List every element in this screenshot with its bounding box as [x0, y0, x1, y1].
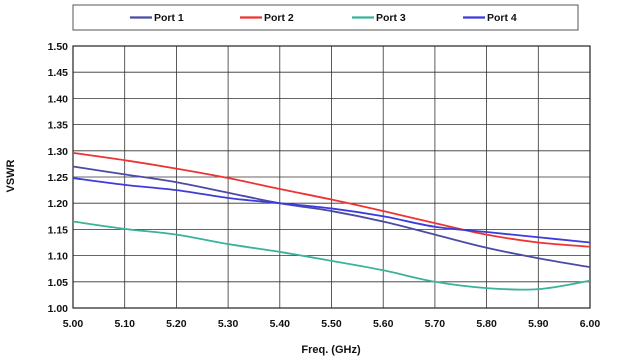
y-tick-labels: 1.00 1.05 1.10 1.15 1.20 1.25 1.30 1.35 1.40 1.45… [48, 41, 69, 315]
series-lines [72, 152, 591, 291]
x-tick-label: 5.30 [218, 318, 239, 330]
legend-label: Port 2 [264, 12, 294, 24]
legend-box [72, 4, 579, 31]
x-tick-label: 5.40 [270, 318, 291, 330]
y-tick-label: 1.45 [48, 67, 69, 79]
series-line-port-2 [72, 152, 591, 248]
x-tick-label: 5.00 [63, 318, 84, 330]
y-tick-label: 1.50 [48, 41, 69, 53]
plot-area [72, 45, 591, 309]
x-tick-label: 5.20 [166, 318, 187, 330]
grid [72, 45, 591, 309]
x-tick-label: 5.50 [321, 318, 342, 330]
y-tick-label: 1.40 [48, 93, 69, 105]
x-axis-label: Freq. (GHz) [301, 344, 361, 356]
series-line-port-1 [72, 165, 591, 269]
y-tick-label: 1.25 [48, 172, 69, 184]
x-tick-label: 6.00 [580, 318, 601, 330]
y-tick-label: 1.00 [48, 303, 69, 315]
legend-label: Port 3 [376, 12, 406, 24]
legend-label: Port 4 [487, 12, 517, 24]
y-tick-label: 1.30 [48, 146, 69, 158]
x-tick-label: 5.60 [373, 318, 394, 330]
y-tick-label: 1.10 [48, 251, 69, 263]
y-tick-label: 1.05 [48, 277, 69, 289]
series-line-port-4 [72, 177, 591, 244]
y-tick-label: 1.15 [48, 224, 69, 236]
x-tick-label: 5.80 [476, 318, 497, 330]
x-tick-label: 5.70 [425, 318, 446, 330]
y-tick-label: 1.35 [48, 120, 69, 132]
x-tick-label: 5.90 [528, 318, 549, 330]
y-axis-label: VSWR [5, 159, 17, 192]
y-tick-label: 1.20 [48, 198, 69, 210]
x-tick-labels: 5.00 5.10 5.20 5.30 5.40 5.50 5.60 5.70 5.80 5.90… [63, 318, 601, 330]
x-tick-label: 5.10 [114, 318, 135, 330]
legend: Port 1 Port 2 Port 3 Port 4 [130, 12, 517, 24]
series-line-port-3 [72, 220, 591, 291]
legend-label: Port 1 [154, 12, 184, 24]
